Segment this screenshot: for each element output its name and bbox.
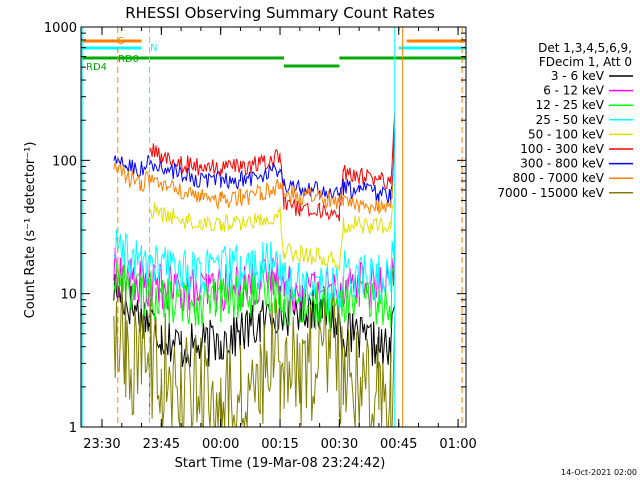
flag-label-s: S [118,36,124,47]
series-line-3-6-kev [113,274,396,369]
y-tick-label: 100 [52,154,77,169]
timestamp: 14-Oct-2021 02:00 [561,468,637,477]
flag-label-rd4: RD4 [86,62,107,73]
legend-label-7000-15000-kev: 7000 - 15000 keV [497,186,604,200]
plot-frame [80,26,467,428]
series-line-800-7000-kev [113,149,396,215]
series-line-25-50-kev [113,229,396,315]
legend-header-line: Det 1,3,4,5,6,9, [538,41,632,55]
x-tick-label: 00:15 [261,437,298,452]
y-axis-label: Count Rate (s⁻¹ detector⁻¹) [23,142,38,319]
legend-label-800-7000-kev: 800 - 7000 keV [513,171,605,185]
y-tick-label: 10 [60,288,77,303]
series-line-12-25-kev [113,250,396,332]
x-axis-label: Start Time (19-Mar-08 23:24:42) [175,456,386,471]
x-tick-label: 01:00 [439,437,476,452]
series-line-7000-15000-kev [113,278,396,428]
legend: Det 1,3,4,5,6,9,FDecim 1, Att 03 - 6 keV… [497,41,633,200]
flag-label-n: N [150,43,157,54]
flag-label-rd0: RD0 [118,54,139,65]
legend-label-25-50-kev: 25 - 50 keV [536,113,605,127]
legend-label-100-300-kev: 100 - 300 keV [520,142,604,156]
chart-title: RHESSI Observing Summary Count Rates [125,4,435,22]
x-tick-label: 00:00 [202,437,239,452]
y-tick-label: 1000 [44,21,77,36]
x-tick-label: 00:30 [321,437,358,452]
x-tick-label: 23:30 [83,437,120,452]
legend-header-line: FDecim 1, Att 0 [539,55,632,69]
x-tick-label: 23:45 [143,437,180,452]
legend-label-6-12-kev: 6 - 12 keV [543,84,605,98]
legend-label-3-6-kev: 3 - 6 keV [551,69,605,83]
series-line-300-800-kev [113,127,396,205]
legend-label-12-25-kev: 12 - 25 keV [536,98,605,112]
legend-label-300-800-kev: 300 - 800 keV [520,157,604,171]
y-tick-label: 1 [69,421,77,436]
series-line-50-100-kev [149,198,396,271]
series-line-100-300-kev [149,111,396,222]
x-tick-label: 00:45 [380,437,417,452]
legend-label-50-100-kev: 50 - 100 keV [528,127,605,141]
